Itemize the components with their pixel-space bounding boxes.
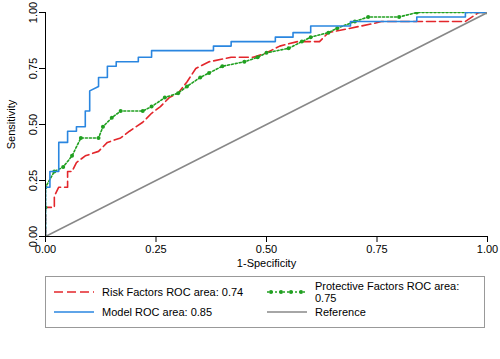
- html-text:Model ROC area: 0.85: Model ROC area: 0.85: [102, 306, 213, 318]
- svg-text:0.75: 0.75: [366, 243, 387, 255]
- svg-text:0.25: 0.25: [27, 170, 39, 191]
- svg-text:0.00: 0.00: [26, 225, 39, 248]
- svg-text:0.50: 0.50: [27, 114, 39, 135]
- svg-text:1.00: 1.00: [27, 2, 39, 23]
- svg-text:0.75: 0.75: [27, 58, 39, 79]
- svg-text:1.00: 1.00: [477, 243, 498, 255]
- svg-text:1-Specificity: 1-Specificity: [237, 257, 297, 269]
- html-text:Risk Factors ROC area: 0.74: Risk Factors ROC area: 0.74: [102, 286, 244, 298]
- svg-text:0.50: 0.50: [256, 243, 277, 255]
- html-text:Protective Factors ROC area: 0: Protective Factors ROC area: 0.75: [315, 280, 460, 304]
- svg-text:Sensitivity: Sensitivity: [5, 99, 17, 149]
- svg-text:0.25: 0.25: [145, 243, 166, 255]
- html-text:Reference: Reference: [315, 306, 366, 318]
- svg-text:0.00: 0.00: [35, 243, 56, 255]
